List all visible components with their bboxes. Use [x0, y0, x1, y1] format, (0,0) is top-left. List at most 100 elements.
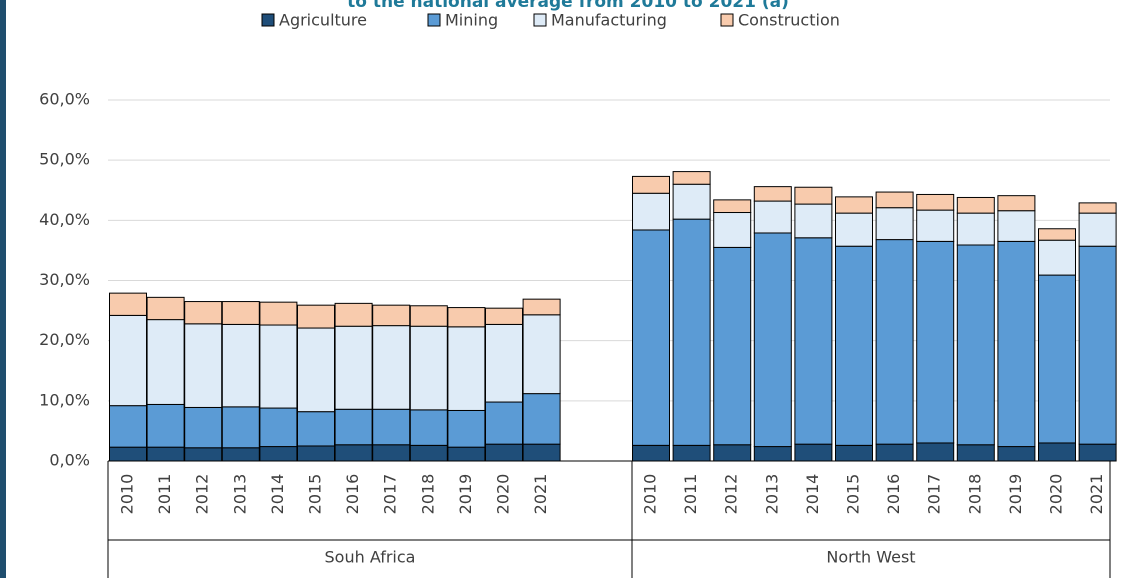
bar-segment [109, 314, 147, 407]
bar-segment [835, 212, 873, 247]
bar-segment [409, 409, 448, 446]
frame-edge [0, 0, 6, 578]
x-tick-label: 2014 [803, 474, 822, 515]
y-tick-label: 0,0% [49, 451, 90, 470]
bar-segment [146, 403, 185, 448]
bar-segment [447, 307, 486, 328]
legend-swatch [427, 13, 441, 27]
legend-swatch [261, 13, 275, 27]
bar-segment [1078, 202, 1117, 214]
bar-segment [485, 401, 523, 445]
x-tick-label: 2013 [762, 474, 781, 515]
bar-segment [259, 446, 298, 462]
x-tick-label: 2021 [531, 474, 550, 515]
bar-segment [522, 298, 561, 316]
bar-segment [372, 444, 411, 462]
bar-segment [956, 196, 995, 214]
group-label: North West [826, 548, 915, 567]
bar-segment [297, 411, 335, 447]
legend-label: Agriculture [279, 11, 367, 30]
x-tick-label: 2016 [884, 474, 903, 515]
bar-segment [522, 443, 561, 462]
x-tick-label: 2010 [118, 474, 137, 515]
bar-segment [447, 326, 486, 411]
bar-segment [259, 324, 298, 409]
bar-segment [485, 323, 523, 403]
bar-segment [875, 239, 914, 445]
x-tick-label: 2018 [965, 474, 984, 515]
bar-segment [753, 446, 792, 462]
chart-title: to the national average from 2010 to 202… [347, 0, 789, 12]
bar-segment [672, 218, 711, 446]
bar-segment [259, 407, 298, 448]
bar-segment [1038, 274, 1076, 444]
bar-segment [297, 304, 335, 329]
bar-segment [297, 327, 335, 413]
bar-segment [485, 307, 523, 325]
bar-segment [109, 292, 147, 316]
bar-segment [409, 305, 448, 327]
bar-segment [522, 314, 561, 395]
bar-segment [835, 444, 873, 462]
bar-segment [956, 444, 995, 462]
bar-segment [632, 444, 670, 462]
bar-segment [259, 301, 298, 326]
bar-segment [334, 408, 373, 446]
bar-segment [916, 240, 955, 444]
y-tick-label: 10,0% [39, 390, 90, 409]
bar-segment [672, 444, 711, 462]
bar-segment [1038, 442, 1076, 462]
bar-segment [334, 444, 373, 462]
y-tick-label: 40,0% [39, 210, 90, 229]
x-tick-label: 2013 [230, 474, 249, 515]
legend-swatch [720, 13, 734, 27]
bar-segment [1038, 239, 1076, 276]
bar-segment [109, 405, 147, 448]
bar-segment [713, 212, 752, 248]
y-tick-label: 20,0% [39, 330, 90, 349]
bar-segment [794, 203, 833, 239]
bar-segment [1078, 212, 1117, 247]
bar-segment [109, 446, 147, 462]
x-tick-label: 2014 [268, 474, 287, 515]
x-tick-label: 2010 [641, 474, 660, 515]
x-tick-label: 2011 [681, 474, 700, 515]
bar-segment [672, 171, 711, 185]
bar-segment [447, 446, 486, 462]
x-tick-label: 2020 [494, 474, 513, 515]
bar-segment [1078, 245, 1117, 445]
bar-segment [297, 445, 335, 462]
bar-segment [916, 193, 955, 211]
bar-segment [753, 200, 792, 234]
bar-segment [485, 443, 523, 462]
x-tick-label: 2017 [381, 474, 400, 515]
bar-segment [146, 446, 185, 462]
x-tick-label: 2011 [155, 474, 174, 515]
bar-segment [221, 406, 260, 449]
bar-segment [875, 207, 914, 241]
bar-segment [372, 325, 411, 410]
bar-segment [146, 296, 185, 321]
x-tick-label: 2016 [343, 474, 362, 515]
bar-segment [835, 196, 873, 214]
bar-segment [522, 393, 561, 445]
group-label: Souh Africa [325, 548, 416, 567]
bar-segment [713, 444, 752, 462]
bar-segment [447, 409, 486, 448]
bar-segment [146, 319, 185, 405]
bar-segment [753, 232, 792, 448]
bar-segment [753, 186, 792, 202]
legend-label: Construction [738, 11, 840, 30]
bar-segment [956, 244, 995, 446]
bar-segment [409, 325, 448, 411]
x-tick-label: 2019 [1006, 474, 1025, 515]
bar-segment [1038, 228, 1076, 241]
bar-segment [221, 301, 260, 325]
bar-segment [372, 304, 411, 327]
x-tick-label: 2017 [925, 474, 944, 515]
bar-segment [875, 443, 914, 462]
bar-segment [632, 175, 670, 194]
bar-segment [409, 444, 448, 462]
x-tick-label: 2018 [418, 474, 437, 515]
x-tick-label: 2015 [844, 474, 863, 515]
